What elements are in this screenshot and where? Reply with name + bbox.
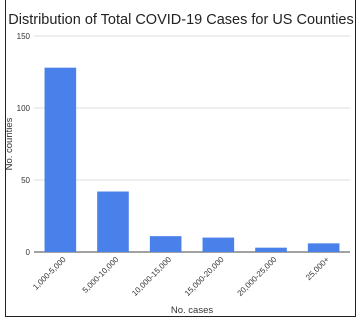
x-tick-label: 20,000-25,000 — [236, 255, 279, 298]
x-tick-label: 10,000-15,000 — [130, 255, 173, 298]
chart-title: Distribution of Total COVID-19 Cases for… — [8, 12, 354, 28]
bar — [97, 191, 129, 252]
bar — [44, 67, 77, 253]
bar — [202, 237, 235, 252]
x-tick-label: 5,000-10,000 — [81, 255, 121, 295]
x-tick-label: 1,000-5,000 — [31, 255, 68, 292]
y-tick-label: 50 — [21, 176, 30, 185]
page-border — [5, 0, 356, 317]
bar — [255, 247, 287, 252]
bar — [307, 243, 340, 252]
y-tick-label: 0 — [26, 248, 31, 257]
x-tick-label: 15,000-20,000 — [183, 255, 226, 298]
bar — [149, 236, 182, 252]
y-tick-label: 100 — [17, 104, 31, 113]
x-tick-label: 25,000+ — [304, 255, 331, 282]
x-axis-title: No. cases — [171, 305, 213, 316]
y-axis-title: No. counties — [4, 117, 15, 170]
y-tick-label: 150 — [17, 32, 31, 41]
